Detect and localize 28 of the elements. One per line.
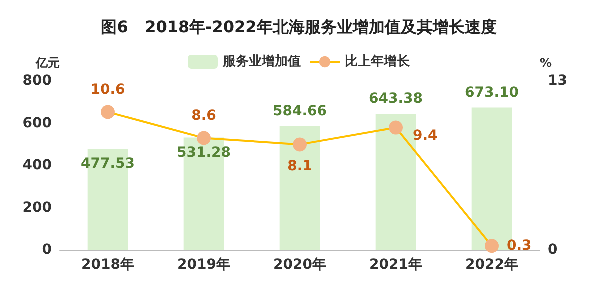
bar — [280, 126, 320, 250]
data-label: 0.3 — [507, 238, 532, 254]
y-tick-label: 400 — [22, 158, 52, 174]
legend-label: 服务业增加值 — [222, 54, 301, 70]
data-label: 477.53 — [80, 156, 136, 172]
y-axis-title: 亿元 — [35, 56, 60, 70]
data-label: 584.66 — [272, 103, 328, 120]
data-label: 531.28 — [176, 144, 232, 161]
x-tick-label: 2021年 — [370, 257, 422, 273]
data-label: 8.1 — [288, 158, 312, 175]
x-tick-label: 2022年 — [466, 257, 518, 273]
y2-tick-label: 13 — [548, 73, 568, 89]
chart-title: 图6 2018年-2022年北海服务业增加值及其增长速度 — [101, 18, 497, 36]
data-label: 9.4 — [413, 128, 438, 144]
y2-tick-label: 0 — [548, 242, 558, 258]
legend-label: 比上年增长 — [345, 54, 411, 70]
y2-axis-title: % — [540, 56, 552, 70]
data-label: 673.10 — [464, 84, 520, 101]
y-tick-label: 600 — [22, 115, 52, 132]
y-tick-label: 0 — [42, 242, 52, 258]
data-label: 643.38 — [368, 91, 424, 108]
x-tick-label: 2020年 — [274, 257, 326, 273]
data-label: 8.6 — [192, 108, 216, 124]
y-tick-label: 800 — [22, 73, 52, 89]
data-label: 10.6 — [90, 82, 126, 98]
y-tick-label: 200 — [22, 200, 52, 216]
x-tick-label: 2019年 — [178, 257, 230, 273]
x-tick-label: 2018年 — [82, 257, 134, 273]
